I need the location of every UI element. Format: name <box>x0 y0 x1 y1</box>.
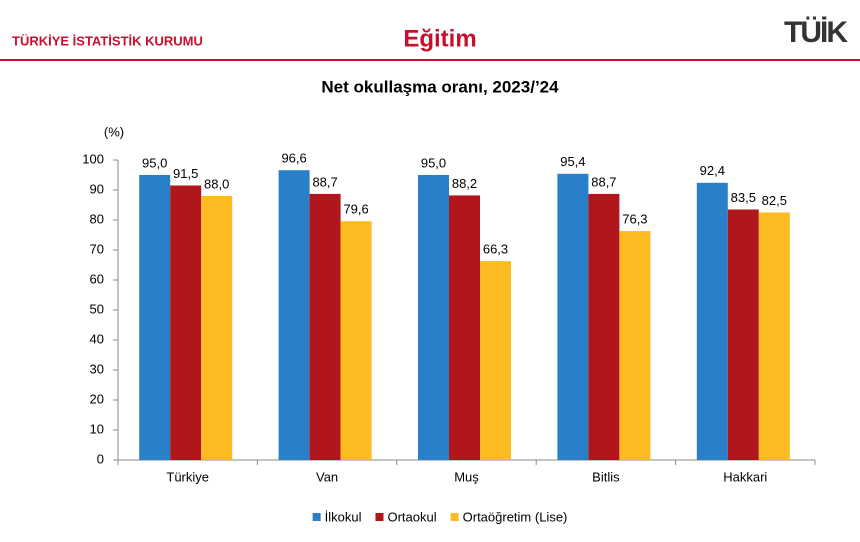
value-label: 88,7 <box>591 174 616 189</box>
value-label: 96,6 <box>281 151 306 166</box>
value-label: 66,3 <box>483 242 508 257</box>
value-label: 88,0 <box>204 176 229 191</box>
bar <box>619 231 651 460</box>
bar <box>449 195 480 460</box>
y-tick-label: 100 <box>82 151 104 166</box>
bar <box>758 212 790 460</box>
bar <box>278 170 310 460</box>
chart-title: Net okullaşma oranı, 2023/’24 <box>321 77 559 96</box>
value-label: 82,5 <box>762 193 787 208</box>
bar <box>557 173 589 461</box>
bar <box>418 175 449 460</box>
value-label: 91,5 <box>173 166 198 181</box>
value-label: 95,0 <box>421 155 446 170</box>
value-label: 79,6 <box>343 202 368 217</box>
y-tick-label: 30 <box>90 361 104 376</box>
y-tick-label: 50 <box>90 301 104 316</box>
x-tick-label: Van <box>316 469 338 484</box>
value-label: 95,0 <box>142 155 167 170</box>
y-tick-label: 0 <box>97 451 104 466</box>
slide-title: Eğitim <box>403 25 476 52</box>
y-tick-label: 10 <box>90 421 104 436</box>
value-label: 95,4 <box>560 154 585 169</box>
legend-swatch <box>375 513 384 521</box>
bar <box>588 193 620 460</box>
x-tick-label: Muş <box>454 469 479 484</box>
bar <box>309 193 341 460</box>
legend-label: Ortaöğretim (Lise) <box>463 509 568 524</box>
bar <box>201 196 233 460</box>
legend-swatch <box>312 513 321 521</box>
bar <box>170 185 202 460</box>
y-tick-label: 80 <box>90 211 104 226</box>
legend-label: Ortaokul <box>387 509 436 524</box>
bar <box>139 175 171 460</box>
legend-label: İlkokul <box>325 509 362 524</box>
y-tick-label: 40 <box>90 331 104 346</box>
y-tick-label: 60 <box>90 271 104 286</box>
bar <box>696 182 728 461</box>
bar <box>340 221 372 460</box>
y-axis-label: (%) <box>104 124 124 139</box>
x-tick-label: Bitlis <box>592 469 620 484</box>
value-label: 92,4 <box>700 163 725 178</box>
x-tick-label: Hakkari <box>723 469 767 484</box>
legend-swatch <box>450 513 459 521</box>
value-label: 88,2 <box>452 176 477 191</box>
y-tick-label: 20 <box>90 391 104 406</box>
value-label: 76,3 <box>622 212 647 227</box>
org-name: TÜRKİYE İSTATİSTİK KURUMU <box>12 33 203 48</box>
bar <box>480 261 511 460</box>
bar <box>727 209 759 460</box>
logo: TÜİK <box>784 16 848 49</box>
value-label: 83,5 <box>731 190 756 205</box>
y-tick-label: 90 <box>90 181 104 196</box>
y-tick-label: 70 <box>90 241 104 256</box>
x-tick-label: Türkiye <box>166 469 209 484</box>
value-label: 88,7 <box>312 174 337 189</box>
